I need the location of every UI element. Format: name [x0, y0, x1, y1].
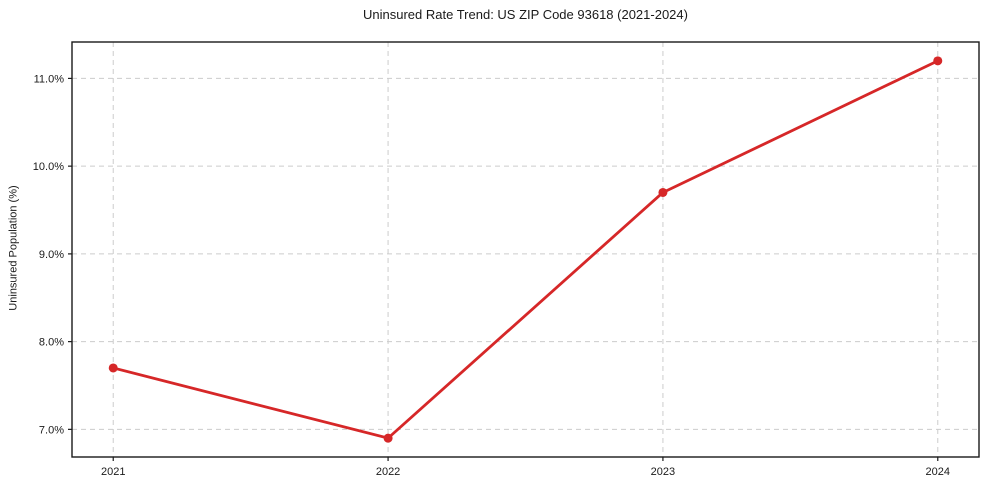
chart-title: Uninsured Rate Trend: US ZIP Code 93618 … [363, 7, 688, 22]
data-point-2023 [658, 187, 668, 197]
x-tick-label: 2021 [101, 466, 125, 478]
y-tick-label: 9.0% [39, 249, 64, 261]
x-tick-label: 2024 [926, 466, 950, 478]
y-tick-label: 7.0% [39, 424, 64, 436]
y-tick-label: 8.0% [39, 337, 64, 349]
trend-line [111, 59, 940, 440]
x-tick-label: 2023 [651, 466, 675, 478]
data-point-2024 [933, 56, 943, 66]
data-point-2022 [383, 433, 393, 443]
plot-border [71, 41, 980, 458]
y-tick-label: 11.0% [34, 73, 65, 85]
data-point-2021 [108, 363, 118, 373]
x-tick-label: 2022 [376, 466, 400, 478]
y-tick-label: 10.0% [33, 161, 64, 173]
